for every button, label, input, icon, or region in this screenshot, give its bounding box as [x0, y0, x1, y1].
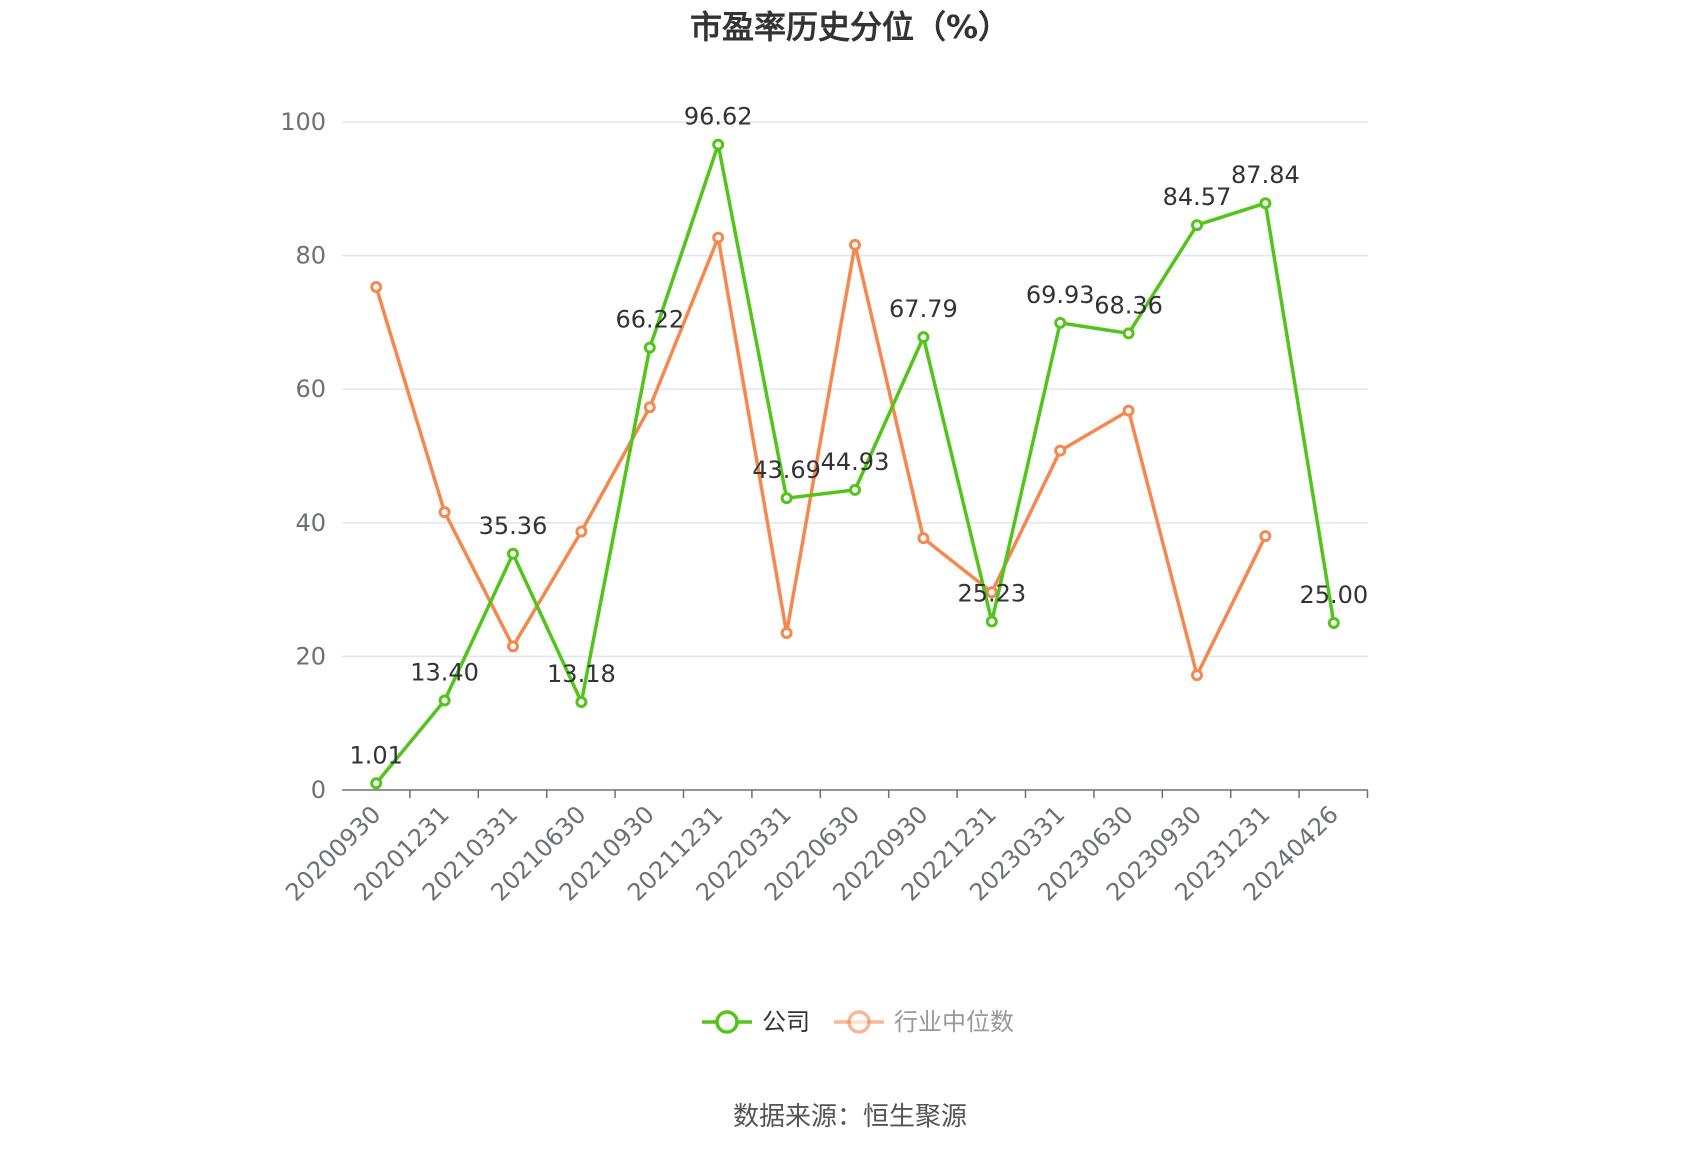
y-tick-label: 20 [295, 642, 326, 670]
data-point-company [1054, 316, 1067, 329]
legend-item-industry-median[interactable]: 行业中位数 [834, 1008, 1014, 1036]
y-tick-label: 80 [295, 242, 326, 270]
data-point-company [370, 777, 383, 790]
data-point-industry-median [712, 231, 725, 244]
data-point-company [575, 695, 588, 708]
legend-marker [847, 1010, 871, 1034]
chart-title: 市盈率历史分位（%） [690, 8, 1010, 46]
data-point-company [1191, 219, 1203, 232]
data-point-company [1327, 617, 1340, 629]
data-label: 13.40 [410, 658, 479, 686]
data-label: 25.00 [1299, 581, 1368, 609]
data-label: 43.69 [752, 456, 821, 484]
legend-label: 公司 [762, 1008, 810, 1036]
data-point-company [849, 483, 861, 496]
data-point-industry-median [1259, 530, 1272, 543]
data-point-industry-median [1122, 404, 1135, 417]
data-label: 96.62 [684, 103, 753, 131]
data-label: 13.18 [547, 660, 616, 688]
y-tick-label: 40 [295, 509, 326, 537]
data-point-industry-median [643, 401, 656, 414]
data-point-company [438, 694, 451, 707]
data-point-industry-median [849, 238, 861, 251]
data-point-company [985, 615, 998, 628]
data-point-company [780, 492, 793, 505]
data-label: 87.84 [1231, 161, 1300, 189]
data-label: 35.36 [479, 512, 548, 540]
data-point-industry-median [370, 280, 383, 293]
y-tick-label: 100 [280, 108, 326, 136]
legend-item-company[interactable]: 公司 [702, 1008, 810, 1036]
data-label: 84.57 [1163, 183, 1232, 211]
data-label: 68.36 [1094, 291, 1163, 319]
data-point-industry-median [1054, 444, 1067, 457]
data-point-company [643, 341, 656, 354]
data-point-company [1122, 327, 1135, 340]
legend-label: 行业中位数 [894, 1008, 1014, 1036]
data-point-industry-median [575, 525, 588, 538]
data-point-industry-median [917, 532, 930, 545]
data-point-industry-median [1191, 669, 1203, 682]
y-axis: 0 20 40 60 80 100 [280, 108, 326, 804]
x-axis: 2020093020201231202103312021063020210930… [280, 789, 1369, 907]
data-point-company [507, 547, 519, 560]
data-point-industry-median [780, 627, 793, 640]
y-tick-label: 0 [311, 776, 326, 804]
grid-lines [342, 121, 1368, 658]
data-point-company [712, 138, 725, 151]
series-line-industry-median [374, 235, 1267, 677]
legend[interactable]: 公司 行业中位数 [702, 1008, 1014, 1036]
data-point-industry-median [438, 506, 451, 519]
data-point-company [917, 331, 930, 344]
data-label: 1.01 [349, 741, 402, 769]
data-label: 69.93 [1026, 281, 1095, 309]
data-point-company [1259, 197, 1272, 210]
data-label: 66.22 [615, 306, 684, 334]
legend-marker [715, 1010, 739, 1034]
data-point-industry-median [985, 586, 998, 599]
data-source: 数据来源：恒生聚源 [733, 1102, 967, 1132]
data-labels: 1.01 13.40 35.36 13.18 66.22 96.62 43.69 44.93 6… [349, 103, 1368, 770]
data-label: 44.93 [821, 448, 890, 476]
data-label: 67.79 [889, 295, 958, 323]
y-tick-label: 60 [295, 375, 326, 403]
data-label: 25.23 [957, 579, 1026, 607]
series-layer [370, 138, 1340, 790]
data-point-industry-median [507, 640, 519, 653]
